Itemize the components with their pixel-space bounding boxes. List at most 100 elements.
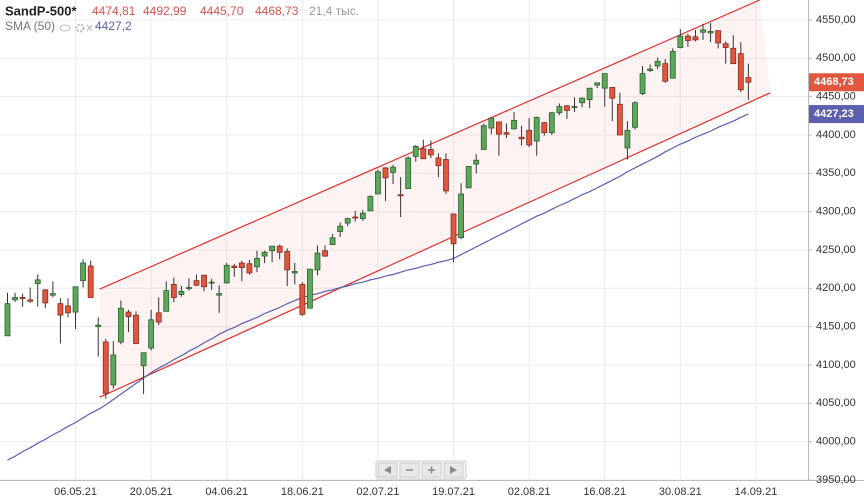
candle-body bbox=[632, 102, 638, 128]
grid bbox=[0, 0, 808, 481]
low-value: 4445,70 bbox=[200, 4, 244, 18]
candle-body bbox=[420, 148, 427, 160]
candle-body bbox=[352, 216, 359, 219]
candle-body bbox=[201, 274, 207, 288]
candle-body bbox=[254, 258, 260, 268]
candle-body bbox=[616, 103, 623, 136]
close-value: 4468,73 bbox=[255, 4, 299, 18]
candle-body bbox=[609, 87, 616, 99]
candle-body bbox=[238, 262, 245, 269]
candle-body bbox=[375, 171, 381, 195]
candle-body bbox=[647, 68, 653, 71]
candle-body bbox=[27, 299, 34, 302]
candle-body bbox=[118, 307, 124, 343]
x-tick-label: 02.07.21 bbox=[357, 486, 400, 498]
candle-body bbox=[503, 132, 510, 135]
candle-body bbox=[450, 213, 457, 245]
candle-body bbox=[654, 60, 661, 67]
y-tick-label: 4250,00 bbox=[816, 244, 856, 256]
candle-body bbox=[170, 284, 177, 298]
candle-body bbox=[140, 352, 147, 367]
candle-body bbox=[19, 297, 26, 299]
candle-body bbox=[57, 303, 64, 316]
plot bbox=[4, 0, 771, 461]
candle-body bbox=[556, 106, 563, 114]
candle-body bbox=[473, 159, 480, 165]
candle-body bbox=[42, 289, 49, 304]
candle-body bbox=[49, 293, 56, 296]
last-price-label: 4468,73 bbox=[814, 76, 854, 88]
candle-body bbox=[533, 116, 540, 142]
plus-icon bbox=[428, 466, 435, 474]
candle-body bbox=[707, 31, 714, 34]
close-icon[interactable] bbox=[86, 24, 93, 32]
candle-body bbox=[677, 35, 684, 48]
candle-body bbox=[594, 82, 601, 86]
candle-body bbox=[87, 265, 94, 298]
x-tick-label: 18.06.21 bbox=[281, 486, 324, 498]
x-tick-label: 20.05.21 bbox=[130, 486, 173, 498]
y-tick-label: 4100,00 bbox=[816, 359, 856, 371]
gear-icon[interactable] bbox=[75, 23, 85, 33]
candle-body bbox=[397, 194, 404, 197]
candle-body bbox=[405, 157, 412, 190]
candle-body bbox=[722, 43, 729, 48]
y-tick-label: 4550,00 bbox=[816, 14, 856, 26]
eye-icon[interactable] bbox=[59, 24, 71, 32]
x-tick-label: 19.07.21 bbox=[432, 486, 475, 498]
candle-body bbox=[4, 303, 11, 337]
candle-body bbox=[571, 106, 578, 108]
candle-body bbox=[223, 264, 230, 284]
candle-body bbox=[541, 122, 548, 134]
y-tick-label: 4450,00 bbox=[816, 91, 856, 103]
candle-body bbox=[178, 290, 185, 295]
candle-body bbox=[435, 157, 442, 167]
candle-body bbox=[110, 354, 117, 386]
candle-body bbox=[458, 193, 465, 239]
candle-body bbox=[564, 105, 570, 111]
candle-body bbox=[306, 268, 313, 309]
right-arrow bbox=[450, 466, 457, 474]
candle-body bbox=[80, 262, 86, 282]
candle-body bbox=[586, 87, 593, 101]
x-tick-label: 16.08.21 bbox=[583, 486, 626, 498]
candle-body bbox=[269, 245, 276, 252]
y-tick-label: 4000,00 bbox=[816, 436, 856, 448]
candle-body bbox=[511, 119, 517, 130]
x-tick-label: 30.08.21 bbox=[659, 486, 702, 498]
candle-body bbox=[193, 280, 200, 286]
y-tick-label: 4050,00 bbox=[816, 397, 856, 409]
candle-body bbox=[65, 305, 71, 314]
x-tick-label: 06.05.21 bbox=[54, 486, 97, 498]
scroll-control bbox=[375, 460, 467, 480]
sma-icons[interactable] bbox=[59, 23, 93, 33]
x-tick-label: 02.08.21 bbox=[508, 486, 551, 498]
candle-body bbox=[443, 159, 449, 192]
high-value: 4492,99 bbox=[143, 4, 187, 18]
candle-body bbox=[284, 251, 291, 271]
channel-lower bbox=[99, 92, 771, 398]
candle-body bbox=[495, 121, 502, 135]
y-tick-label: 3950,00 bbox=[816, 474, 856, 486]
candle-body bbox=[548, 112, 555, 134]
volume-value: 21,4 тыс. bbox=[309, 4, 359, 18]
candle-body bbox=[95, 324, 102, 328]
candle-body bbox=[216, 293, 223, 296]
candle-body bbox=[601, 73, 608, 89]
x-tick-label: 14.09.21 bbox=[735, 486, 778, 498]
candle-body bbox=[125, 311, 132, 318]
symbol: SandP-500* bbox=[5, 3, 77, 18]
candle-body bbox=[700, 29, 706, 33]
sma-value: 4427,2 bbox=[95, 19, 132, 33]
candle-body bbox=[186, 287, 192, 289]
left-arrow bbox=[384, 466, 391, 474]
candle-body bbox=[715, 30, 722, 44]
candle-body bbox=[465, 165, 472, 189]
candle-body bbox=[737, 53, 744, 91]
candle-body bbox=[344, 218, 351, 224]
y-tick-label: 4350,00 bbox=[816, 167, 856, 179]
candle-body bbox=[231, 265, 238, 269]
last-price-box bbox=[809, 73, 864, 92]
candle-body bbox=[745, 77, 752, 83]
